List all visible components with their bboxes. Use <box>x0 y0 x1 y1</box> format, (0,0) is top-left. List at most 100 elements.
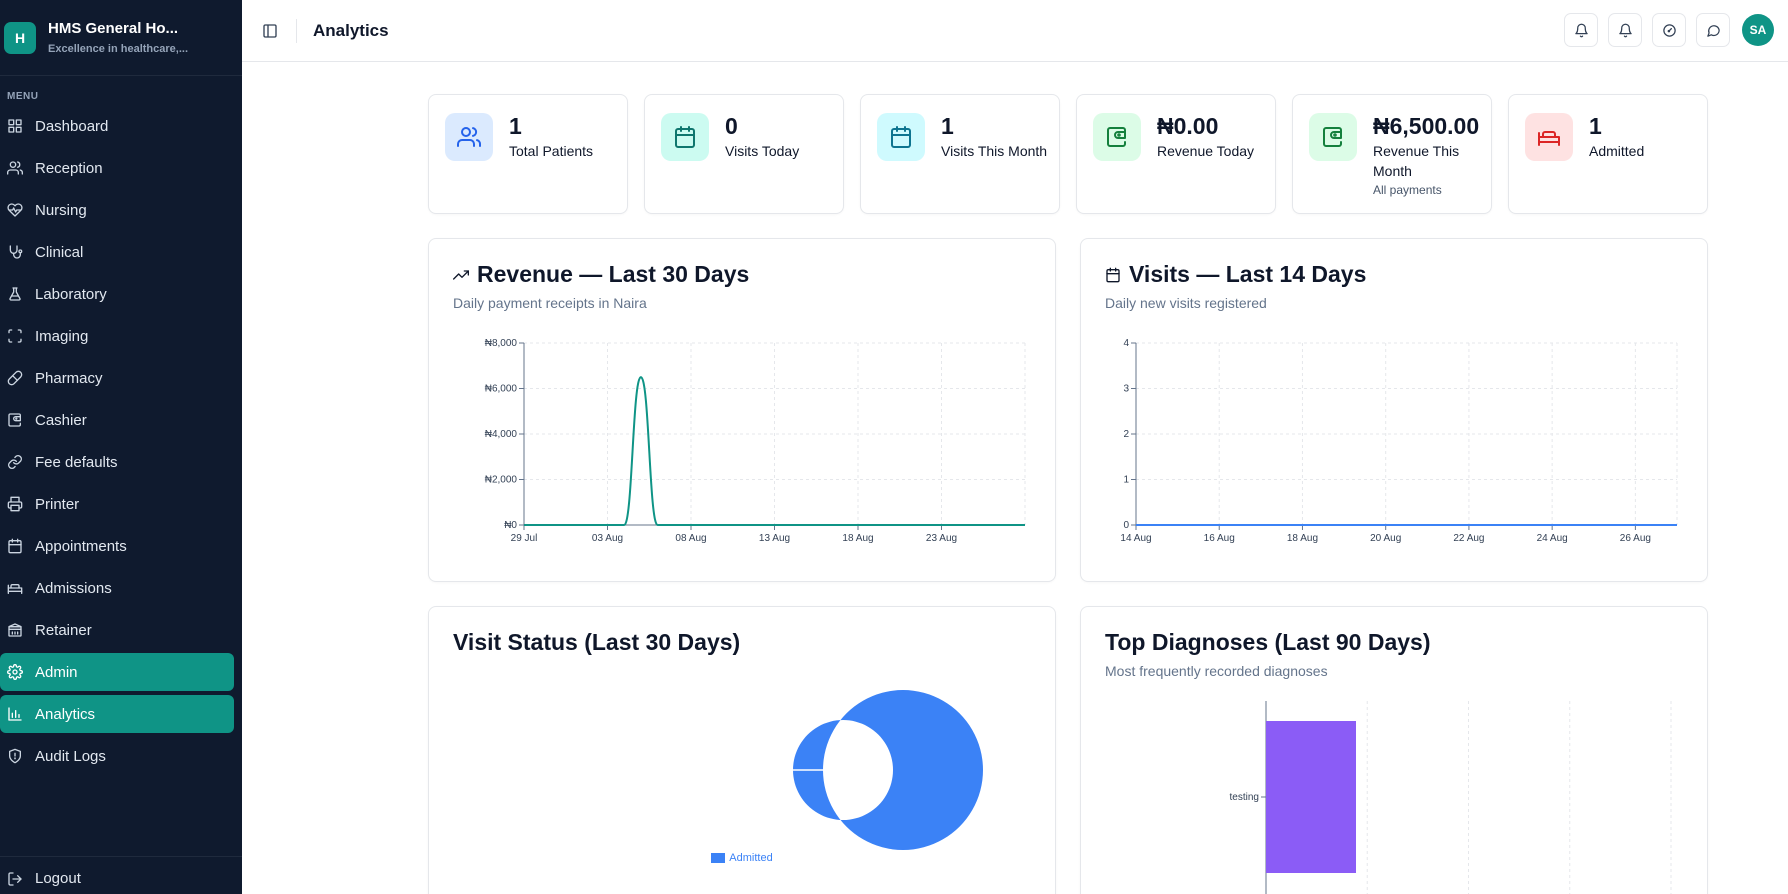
topbar: Analytics SA <box>242 0 1788 62</box>
sidebar-item-label: Nursing <box>35 201 87 219</box>
revenue-title-text: Revenue — Last 30 Days <box>477 261 750 287</box>
stat-body: 1 Total Patients <box>509 113 621 161</box>
y-tick-label: ₦0 <box>504 520 517 531</box>
bed-icon <box>7 580 23 596</box>
link-icon <box>7 454 23 470</box>
y-tick-label: ₦6,000 <box>485 384 518 395</box>
logout-label: Logout <box>35 870 81 887</box>
sidebar-item-admissions[interactable]: Admissions <box>0 569 234 607</box>
y-tick-label: 1 <box>1123 475 1129 486</box>
visits-panel-title: Visits — Last 14 Days <box>1105 261 1366 288</box>
sidebar-item-laboratory[interactable]: Laboratory <box>0 275 234 313</box>
stat-card: 1 Admitted <box>1508 94 1708 214</box>
visit-status-title: Visit Status (Last 30 Days) <box>453 629 741 655</box>
sidebar-nav: Dashboard Reception Nursing Clinical Laborat… <box>0 107 242 779</box>
pill-icon <box>7 370 23 386</box>
stethoscope-icon <box>7 244 23 260</box>
sidebar: H HMS General Ho... Excellence in health… <box>0 0 242 894</box>
visit-status-panel: Visit Status (Last 30 Days) Admitted <box>428 606 1056 894</box>
notifications-button[interactable] <box>1564 13 1598 47</box>
revenue-panel: Revenue — Last 30 Days Daily payment rec… <box>428 238 1056 582</box>
bell-icon <box>1618 23 1632 37</box>
sidebar-item-audit-logs[interactable]: Audit Logs <box>0 737 234 775</box>
sidebar-item-label: Dashboard <box>35 117 109 135</box>
sidebar-item-label: Clinical <box>35 243 84 261</box>
sidebar-item-imaging[interactable]: Imaging <box>0 317 234 355</box>
logout-icon <box>7 871 23 887</box>
x-tick-label: 08 Aug <box>675 533 706 544</box>
revenue-line-chart: ₦0 ₦2,000 ₦4,000 ₦6,000 ₦8,000 29 Jul 03 Aug 08… <box>485 338 1026 544</box>
app-logo: H <box>4 21 36 54</box>
sidebar-item-nursing[interactable]: Nursing <box>0 191 234 229</box>
trending-up-icon <box>453 269 469 280</box>
scan-icon <box>7 328 23 344</box>
sidebar-item-pharmacy[interactable]: Pharmacy <box>0 359 234 397</box>
calendar-icon <box>877 113 925 161</box>
printer-icon <box>7 496 23 512</box>
stat-label: Revenue This Month <box>1373 143 1460 179</box>
sidebar-item-appointments[interactable]: Appointments <box>0 527 234 565</box>
x-tick-label: 23 Aug <box>926 533 957 544</box>
sidebar-item-label: Admissions <box>35 579 112 597</box>
stat-value: ₦6,500.00 <box>1373 113 1480 139</box>
brand[interactable]: H HMS General Ho... Excellence in health… <box>0 0 242 76</box>
users-icon <box>445 113 493 161</box>
flask-icon <box>7 286 23 302</box>
stat-card: ₦6,500.00 Revenue This Month All payments <box>1292 94 1492 214</box>
stat-label: Revenue Today <box>1157 143 1255 159</box>
calendar-icon <box>1106 267 1120 282</box>
donut-slice[interactable] <box>793 690 983 851</box>
visit-status-legend[interactable]: Admitted <box>429 852 1055 864</box>
stat-value: 1 <box>1589 113 1602 139</box>
visits-title-text: Visits — Last 14 Days <box>1129 261 1367 287</box>
brand-text: HMS General Ho... Excellence in healthca… <box>48 20 188 55</box>
sidebar-item-label: Imaging <box>35 327 89 345</box>
x-tick-label: 14 Aug <box>1120 533 1151 544</box>
heart-pulse-icon <box>7 202 23 218</box>
visits-panel: Visits — Last 14 Days Daily new visits r… <box>1080 238 1708 582</box>
diagnosis-bar[interactable] <box>1266 721 1356 873</box>
grid-icon <box>7 118 23 134</box>
building-icon <box>7 622 23 638</box>
alerts-button[interactable] <box>1608 13 1642 47</box>
sidebar-item-label: Retainer <box>35 621 92 639</box>
bell-icon <box>1574 23 1588 37</box>
stat-card: ₦0.00 Revenue Today <box>1076 94 1276 214</box>
sidebar-item-admin[interactable]: Admin <box>0 653 234 691</box>
sidebar-item-fee-defaults[interactable]: Fee defaults <box>0 443 234 481</box>
bar-chart-icon <box>7 706 23 722</box>
sidebar-item-clinical[interactable]: Clinical <box>0 233 234 271</box>
sidebar-item-retainer[interactable]: Retainer <box>0 611 234 649</box>
topbar-divider <box>296 18 297 43</box>
stat-sub: All payments <box>1373 183 1442 197</box>
sidebar-item-printer[interactable]: Printer <box>0 485 234 523</box>
sidebar-item-label: Reception <box>35 159 103 177</box>
stats-row: 1 Total Patients 0 Visits Today 1 Visits This… <box>428 94 1724 214</box>
stat-value: 1 <box>941 113 954 139</box>
stat-body: 1 Admitted <box>1589 113 1701 161</box>
status-button[interactable] <box>1652 13 1686 47</box>
sidebar-item-label: Analytics <box>35 705 96 723</box>
sidebar-toggle-button[interactable] <box>258 19 282 43</box>
stat-value: 0 <box>725 113 738 139</box>
sidebar-item-dashboard[interactable]: Dashboard <box>0 107 234 145</box>
sidebar-item-label: Appointments <box>35 537 127 555</box>
stat-label: Total Patients <box>509 143 594 159</box>
stat-body: ₦6,500.00 Revenue This Month All payments <box>1373 113 1485 197</box>
logout-button[interactable]: Logout <box>0 856 242 894</box>
stat-label: Visits This Month <box>941 143 1048 159</box>
wallet-icon <box>1093 113 1141 161</box>
y-tick-label: 4 <box>1123 338 1129 349</box>
user-avatar[interactable]: SA <box>1742 14 1774 46</box>
sidebar-item-reception[interactable]: Reception <box>0 149 234 187</box>
x-tick-label: 18 Aug <box>1287 533 1318 544</box>
sidebar-item-cashier[interactable]: Cashier <box>0 401 234 439</box>
sidebar-item-label: Cashier <box>35 411 87 429</box>
y-tick-label: ₦4,000 <box>485 429 518 440</box>
legend-swatch <box>711 853 726 863</box>
stat-card: 0 Visits Today <box>644 94 844 214</box>
messages-button[interactable] <box>1696 13 1730 47</box>
bed-icon <box>1525 113 1573 161</box>
y-tick-label: 3 <box>1123 384 1129 395</box>
sidebar-item-analytics[interactable]: Analytics <box>0 695 234 733</box>
